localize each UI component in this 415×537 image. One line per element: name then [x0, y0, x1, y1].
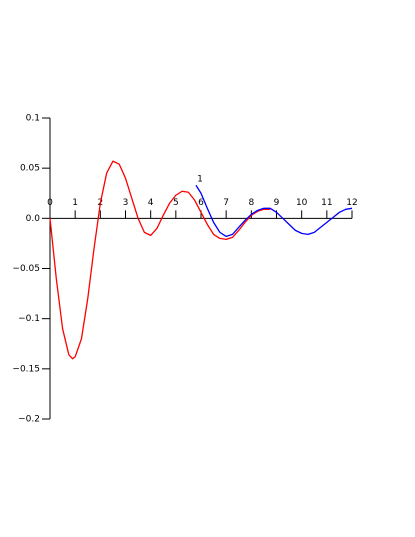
annotation: 1 — [197, 175, 203, 185]
line-series — [49, 160, 271, 360]
x-tick-label: 1 — [72, 198, 78, 208]
y-tick-label: −0.15 — [12, 364, 40, 374]
y-tick-label: 0.0 — [26, 214, 41, 224]
x-tick-label: 4 — [148, 198, 154, 208]
y-tick-label: −0.05 — [12, 264, 40, 274]
x-tick-label: 8 — [248, 198, 254, 208]
x-tick-label: 7 — [223, 198, 229, 208]
x-tick-label: 11 — [321, 198, 332, 208]
x-tick-label: 6 — [198, 198, 204, 208]
x-tick-label: 5 — [173, 198, 179, 208]
x-tick-label: 3 — [123, 198, 129, 208]
x-tick-label: 10 — [296, 198, 308, 208]
x-tick-label: 9 — [274, 198, 280, 208]
y-tick-label: 0.05 — [20, 164, 40, 174]
x-tick-label: 0 — [47, 198, 53, 208]
y-tick-label: 0.1 — [26, 114, 40, 124]
y-tick-label: −0.1 — [18, 314, 40, 324]
line-series — [195, 184, 353, 238]
y-tick-label: −0.2 — [18, 415, 40, 425]
x-tick-label: 12 — [346, 198, 357, 208]
